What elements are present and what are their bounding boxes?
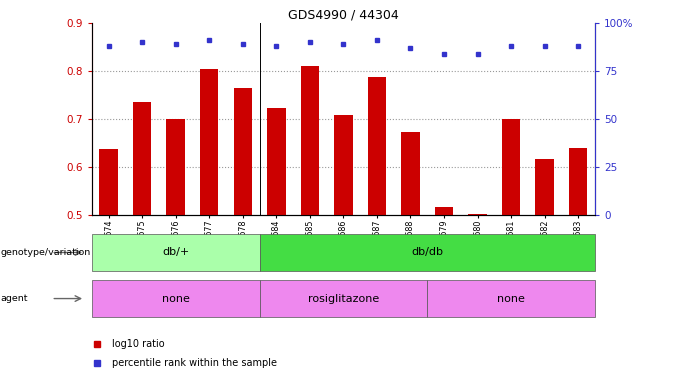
Bar <box>469 214 487 215</box>
Bar <box>260 280 427 317</box>
Text: rosiglitazone: rosiglitazone <box>308 293 379 304</box>
Bar <box>535 159 554 215</box>
Bar <box>401 132 420 215</box>
Text: none: none <box>497 293 525 304</box>
Title: GDS4990 / 44304: GDS4990 / 44304 <box>288 9 398 22</box>
Text: percentile rank within the sample: percentile rank within the sample <box>112 358 277 368</box>
Bar <box>233 88 252 215</box>
Text: db/db: db/db <box>411 247 443 258</box>
Bar <box>167 119 185 215</box>
Bar <box>334 115 353 215</box>
Bar <box>368 77 386 215</box>
Text: none: none <box>162 293 190 304</box>
Bar <box>200 69 218 215</box>
Bar <box>569 148 588 215</box>
Bar <box>301 66 319 215</box>
Bar <box>99 149 118 215</box>
Bar <box>260 234 595 271</box>
Bar <box>427 280 595 317</box>
Text: genotype/variation: genotype/variation <box>1 248 91 257</box>
Bar <box>133 102 152 215</box>
Bar <box>92 234 260 271</box>
Bar <box>267 109 286 215</box>
Bar <box>92 280 260 317</box>
Bar <box>502 119 520 215</box>
Text: db/+: db/+ <box>162 247 189 258</box>
Text: log10 ratio: log10 ratio <box>112 339 165 349</box>
Text: agent: agent <box>1 294 28 303</box>
Bar <box>435 207 454 215</box>
